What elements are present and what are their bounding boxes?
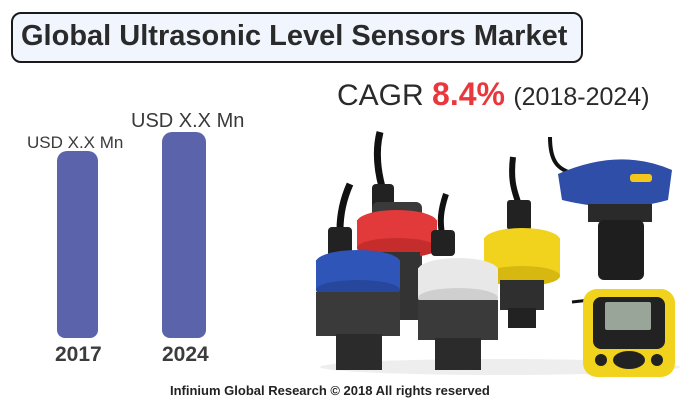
cagr-label: CAGR (337, 79, 424, 112)
footer-copyright: Infinium Global Research © 2018 All righ… (170, 383, 490, 398)
year-label-2024: 2024 (162, 343, 209, 366)
cagr-period: (2018-2024) (513, 83, 650, 111)
bar-label-2024: USD X.X Mn (131, 110, 245, 132)
bar-2017 (57, 151, 98, 338)
sensors-product-image (316, 131, 680, 377)
blue-sensor-icon (316, 182, 400, 370)
yellow-sensor-icon (484, 156, 560, 328)
cagr-value: 8.4% (432, 76, 505, 112)
display-controller-icon (571, 289, 675, 377)
bar-label-2017: USD X.X Mn (27, 133, 124, 152)
bar-2024 (162, 132, 206, 338)
year-label-2017: 2017 (55, 343, 102, 366)
cagr-annotation: CAGR 8.4% (2018-2024) (337, 76, 650, 113)
page-title: Global Ultrasonic Level Sensors Market (21, 20, 568, 52)
blue-cap-sensor-icon (548, 136, 672, 280)
title-box: Global Ultrasonic Level Sensors Market (11, 12, 583, 63)
white-sensor-icon (418, 193, 498, 370)
